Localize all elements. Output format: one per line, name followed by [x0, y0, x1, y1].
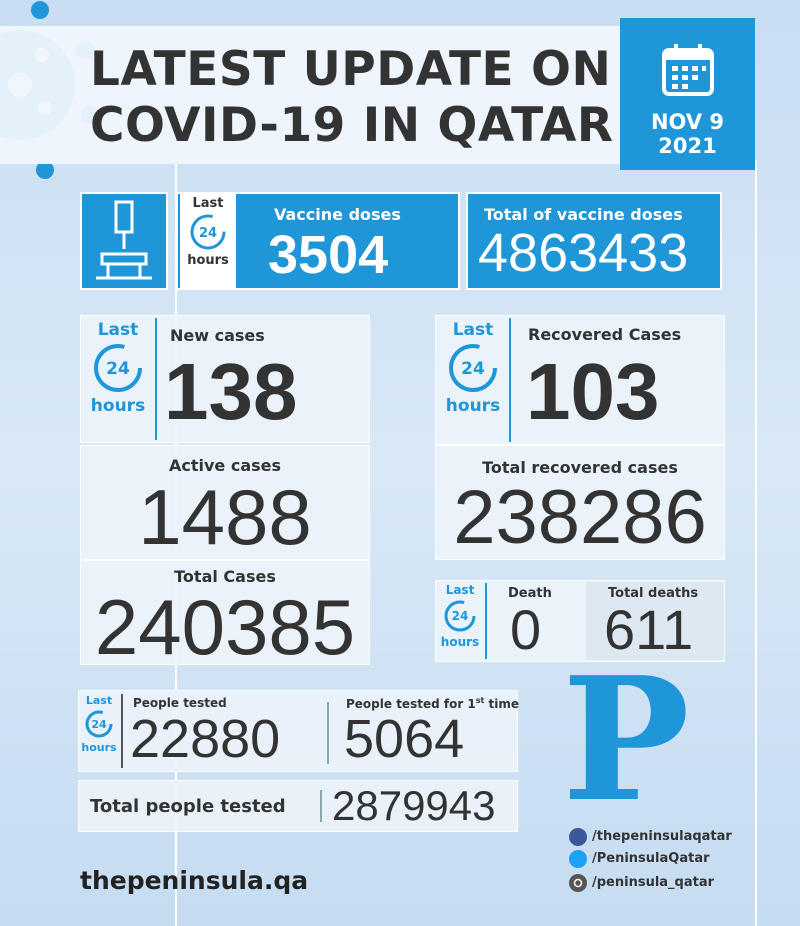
card	[435, 315, 725, 445]
badge-icon: 24	[444, 600, 476, 632]
label: People tested	[133, 696, 227, 710]
badge-icon: 24	[94, 344, 142, 392]
badge-top: Last	[97, 320, 139, 340]
value: 238286	[453, 475, 707, 560]
card	[80, 315, 370, 443]
divider	[509, 318, 511, 442]
social-link: /peninsula_qatar	[592, 875, 715, 890]
label: Total of vaccine doses	[484, 205, 683, 224]
divider	[121, 694, 123, 768]
card	[78, 690, 518, 772]
badge-bottom: hours	[440, 635, 480, 649]
divider	[320, 790, 322, 822]
label: Death	[508, 586, 552, 601]
value: 2879943	[332, 782, 496, 829]
vaccine-total-box	[466, 192, 722, 290]
badge-bottom: hours	[445, 396, 501, 416]
badge-icon: 24	[190, 214, 226, 250]
logo: P	[562, 640, 690, 840]
badge-num: 24	[461, 359, 485, 379]
badge: Last 24 hours	[437, 320, 509, 416]
label-sup: st	[475, 696, 485, 705]
badge-bottom: hours	[90, 396, 146, 416]
value: 5064	[344, 709, 465, 769]
badge: Last 24 hours	[436, 583, 484, 649]
social-link: /thepeninsulaqatar	[592, 829, 732, 844]
vaccine-icon-box	[80, 192, 168, 290]
title-line: LATEST UPDATE ON	[90, 42, 612, 97]
badge-icon: 24	[449, 344, 497, 392]
card	[80, 560, 370, 665]
badge-top: Last	[445, 583, 475, 597]
value: 138	[164, 347, 298, 436]
badge-num: 24	[199, 226, 217, 241]
badge-num: 24	[91, 718, 107, 731]
badge-top: Last	[452, 320, 494, 340]
card	[78, 780, 518, 832]
value: 0	[510, 598, 542, 661]
badge-num: 24	[106, 359, 130, 379]
badge: Last 24 hours	[180, 196, 236, 268]
badge: Last 24 hours	[79, 694, 119, 754]
year: 2021	[658, 134, 717, 158]
label-part: time	[484, 697, 520, 711]
date: NOV 9	[650, 110, 725, 134]
header-band	[0, 26, 620, 164]
badge-bottom: hours	[81, 741, 117, 754]
value: 240385	[94, 583, 356, 671]
label: Total deaths	[608, 586, 699, 601]
vaccine-icon	[96, 200, 152, 280]
title-line: COVID-19 IN QATAR	[90, 98, 614, 153]
cell-bg	[586, 582, 724, 660]
label: Recovered Cases	[528, 325, 682, 344]
social-link: /PeninsulaQatar	[592, 851, 710, 866]
label: Vaccine doses	[274, 205, 401, 224]
divider	[327, 702, 329, 764]
badge-bottom: hours	[187, 253, 229, 268]
value: 611	[604, 598, 694, 661]
value: 4863433	[478, 223, 689, 283]
title: LATEST UPDATE ON COVID-19 IN QATAR	[90, 42, 614, 154]
label-part: People tested for 1	[346, 697, 476, 711]
value: 1488	[138, 473, 312, 561]
badge: Last 24 hours	[82, 320, 154, 416]
label: Total Cases	[174, 567, 276, 586]
badge-bg	[180, 194, 236, 288]
badge-num: 24	[452, 609, 469, 623]
card	[435, 445, 725, 560]
value: 22880	[130, 709, 281, 769]
calendar-icon	[661, 44, 714, 96]
date-box: NOV 9 2021	[620, 18, 755, 170]
value: 103	[526, 347, 660, 436]
divider	[485, 583, 487, 659]
value: 3504	[268, 225, 389, 285]
card	[80, 445, 370, 560]
social-icons	[569, 828, 587, 892]
website: thepeninsula.qa	[80, 866, 309, 895]
label: People tested for 1st time	[346, 696, 519, 711]
label: Active cases	[168, 456, 282, 475]
badge-top: Last	[85, 694, 113, 707]
badge-top: Last	[192, 196, 224, 211]
label: New cases	[170, 326, 265, 345]
divider	[155, 318, 157, 440]
label: Total recovered cases	[482, 458, 678, 477]
label: Total people tested	[90, 796, 286, 817]
badge-icon: 24	[85, 710, 113, 738]
